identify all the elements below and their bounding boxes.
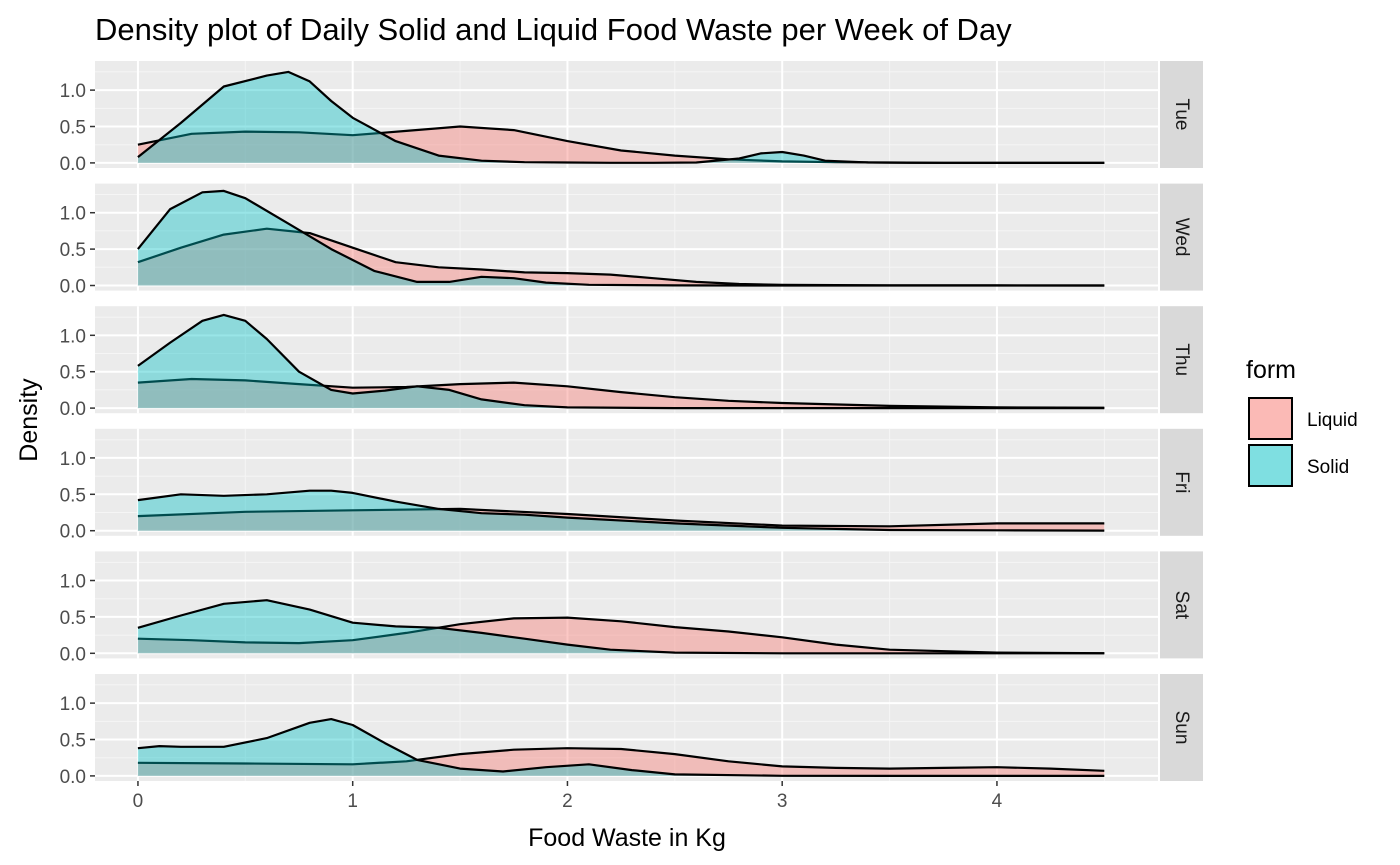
y-tick-label: 1.0 xyxy=(60,572,86,593)
x-tick-label: 4 xyxy=(992,791,1003,812)
density-line-solid xyxy=(137,313,1105,410)
density-line-liquid xyxy=(137,507,1105,528)
y-tick-label: 1.0 xyxy=(60,81,86,102)
density-line-solid xyxy=(137,718,1105,777)
y-tick-label: 0.0 xyxy=(60,154,86,175)
legend-label-liquid: Liquid xyxy=(1307,410,1358,431)
y-tick-label: 0.5 xyxy=(60,731,86,752)
y-tick-label: 0.0 xyxy=(60,277,86,298)
x-tick-label: 0 xyxy=(133,791,144,812)
strip-background xyxy=(1160,183,1203,291)
strip-background xyxy=(1160,306,1203,414)
density-line-solid xyxy=(137,599,1105,655)
density-line-liquid xyxy=(137,616,1105,655)
y-tick-label: 0.5 xyxy=(60,608,86,629)
density-area-solid xyxy=(137,190,1105,286)
density-area-liquid xyxy=(137,126,1105,163)
strip-label-wed: Wed xyxy=(1171,218,1192,257)
density-line-solid xyxy=(137,189,1105,287)
facet-fri: 0.0 0.5 1.0 Fri xyxy=(60,428,1203,543)
strip-label-thu: Thu xyxy=(1171,343,1192,376)
y-tick-label: 0.0 xyxy=(60,767,86,788)
density-line-solid xyxy=(137,70,1105,164)
density-line-liquid xyxy=(137,377,1105,409)
legend-key-liquid xyxy=(1248,397,1293,440)
strip-background xyxy=(1160,61,1203,168)
strip-label-fri: Fri xyxy=(1171,471,1192,493)
facet-tue: 0.0 0.5 1.0 Tue xyxy=(60,61,1203,175)
y-tick-label: 0.5 xyxy=(60,118,86,139)
density-area-liquid xyxy=(137,379,1105,409)
x-tick-label: 1 xyxy=(347,791,358,812)
legend-label-solid: Solid xyxy=(1307,457,1349,478)
facet-thu: 0.0 0.5 1.0 Thu xyxy=(60,306,1203,420)
panel-background xyxy=(95,551,1158,659)
density-area-solid xyxy=(137,490,1105,531)
y-tick-label: 0.5 xyxy=(60,363,86,384)
density-area-liquid xyxy=(137,617,1105,654)
y-axis-title: Density xyxy=(15,378,43,462)
strip-label-sun: Sun xyxy=(1171,711,1192,745)
y-tick-label: 0.0 xyxy=(60,522,86,543)
facet-wed: 0.0 0.5 1.0 Wed xyxy=(60,183,1203,298)
strip-label-tue: Tue xyxy=(1171,98,1192,130)
y-tick-label: 0.5 xyxy=(60,240,86,261)
panel-background xyxy=(95,306,1158,414)
y-tick-label: 1.0 xyxy=(60,449,86,470)
facet-sat: 0.0 0.5 1.0 Sat xyxy=(60,551,1203,665)
y-tick-label: 1.0 xyxy=(60,326,86,347)
legend-title: form xyxy=(1246,356,1296,384)
x-tick-label: 2 xyxy=(562,791,573,812)
facet-panels: 0.00.51.0Tue0.00.51.0Wed0.00.51.0Thu0.00… xyxy=(60,61,1203,812)
density-area-solid xyxy=(137,719,1105,776)
density-area-solid xyxy=(137,314,1105,409)
y-tick-label: 0.5 xyxy=(60,485,86,506)
density-line-solid xyxy=(137,489,1105,532)
legend: form Liquid Solid xyxy=(1246,356,1358,487)
y-tick-label: 0.0 xyxy=(60,644,86,665)
strip-background xyxy=(1160,551,1203,659)
density-area-solid xyxy=(137,600,1105,654)
density-line-liquid xyxy=(137,747,1105,772)
panel-background xyxy=(95,183,1158,291)
strip-background xyxy=(1160,428,1203,536)
strip-background xyxy=(1160,674,1203,781)
y-tick-label: 0.0 xyxy=(60,399,86,420)
legend-key-solid xyxy=(1248,444,1293,487)
x-axis-title: Food Waste in Kg xyxy=(528,824,726,852)
chart-title: Density plot of Daily Solid and Liquid F… xyxy=(95,12,1012,47)
facet-sun: 0.0 0.5 1.0 Sun 0 1 2 3 4 xyxy=(60,674,1203,812)
density-area-solid xyxy=(137,71,1105,163)
strip-label-sat: Sat xyxy=(1171,591,1192,620)
x-tick-label: 3 xyxy=(777,791,788,812)
y-tick-label: 1.0 xyxy=(60,204,86,225)
y-tick-label: 1.0 xyxy=(60,694,86,715)
